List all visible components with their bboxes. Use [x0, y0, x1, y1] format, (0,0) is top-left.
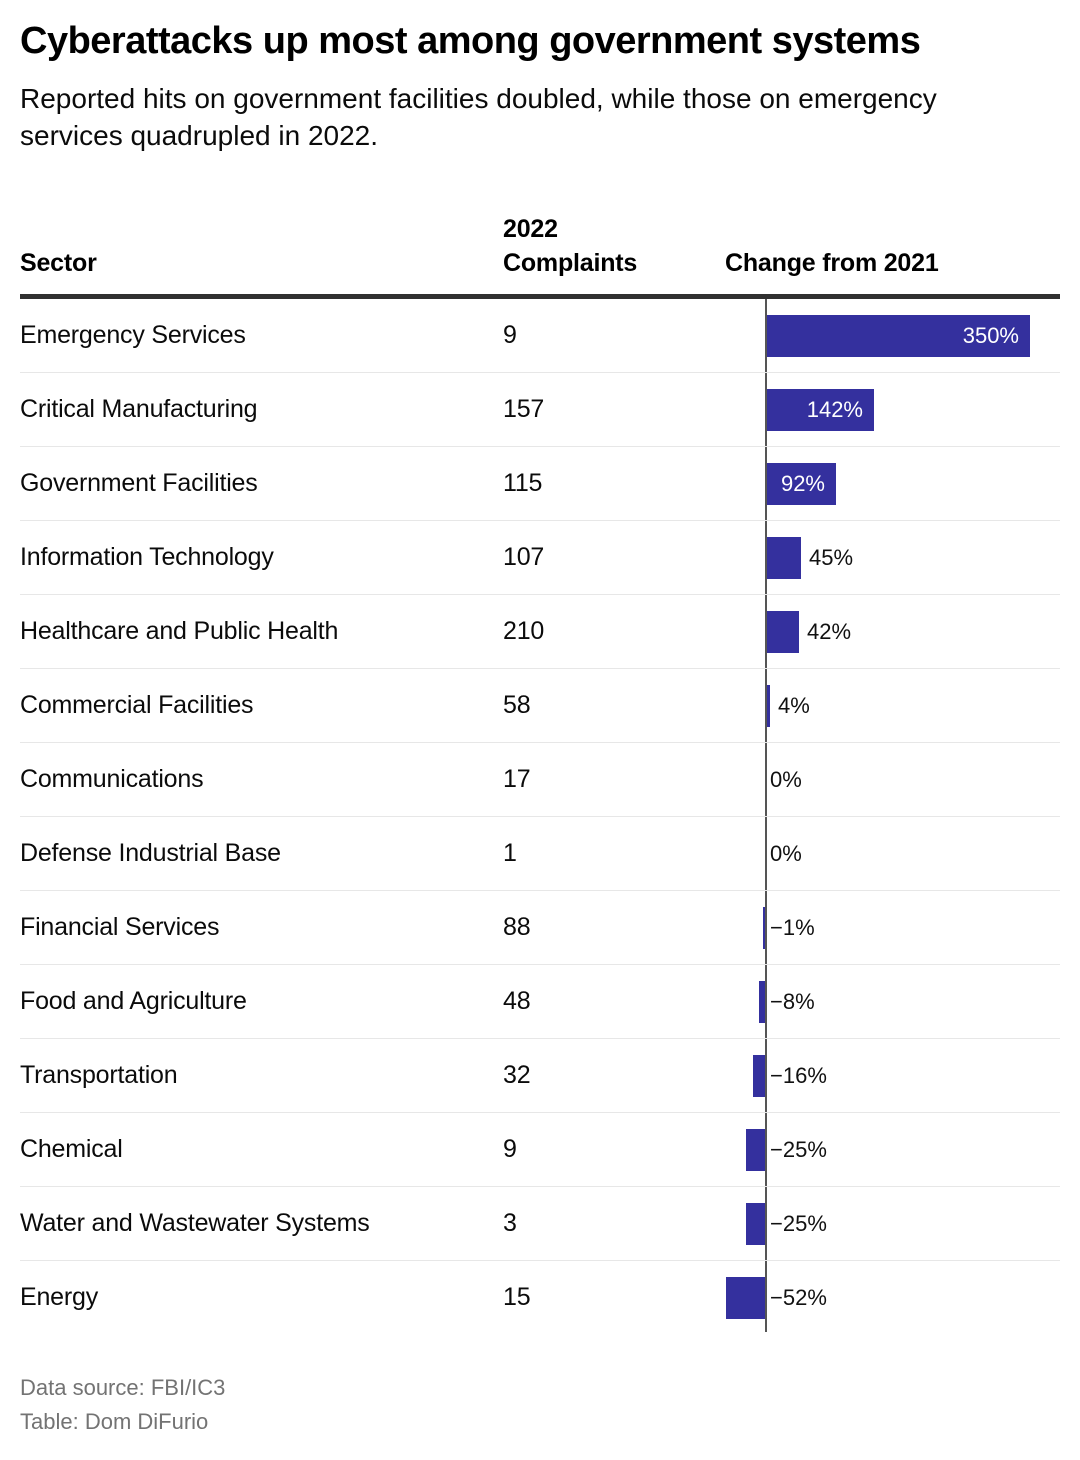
change-bar-cell: −52%: [20, 1261, 1060, 1335]
change-bar: [746, 1129, 765, 1171]
sector-cell: Critical Manufacturing: [20, 395, 258, 423]
change-bar: [746, 1203, 765, 1245]
change-value-label: 350%: [962, 323, 1019, 348]
change-value-label: −25%: [770, 1211, 827, 1236]
change-bar-cell: −16%: [20, 1039, 1060, 1112]
complaints-cell: 3: [503, 1209, 517, 1237]
sector-cell: Government Facilities: [20, 469, 258, 497]
complaints-cell: 157: [503, 395, 545, 423]
complaints-cell: 32: [503, 1061, 531, 1089]
change-bar: [767, 463, 836, 505]
complaints-cell: 15: [503, 1283, 531, 1311]
change-value-label: 0%: [770, 767, 802, 792]
change-value-label: −8%: [770, 989, 815, 1014]
change-value-label: 42%: [807, 619, 852, 644]
sector-cell: Financial Services: [20, 913, 220, 941]
sector-cell: Energy: [20, 1283, 99, 1311]
table-row: Water and Wastewater Systems 3 −25%: [20, 1187, 1060, 1261]
sector-cell: Food and Agriculture: [20, 987, 247, 1015]
complaints-cell: 1: [503, 839, 517, 867]
table-row: Food and Agriculture 48 −8%: [20, 965, 1060, 1039]
change-bar-cell: −8%: [20, 965, 1060, 1038]
sector-cell: Emergency Services: [20, 321, 246, 349]
sector-cell: Communications: [20, 765, 204, 793]
sector-cell: Defense Industrial Base: [20, 839, 281, 867]
table-row: Healthcare and Public Health 210 42%: [20, 595, 1060, 669]
table-row: Commercial Facilities 58 4%: [20, 669, 1060, 743]
change-bar: [767, 537, 801, 579]
data-source-note: Data source: FBI/IC3: [20, 1375, 226, 1400]
change-bar-cell: −25%: [20, 1113, 1060, 1186]
complaints-cell: 48: [503, 987, 531, 1015]
change-value-label: −16%: [770, 1063, 827, 1088]
table-row: Government Facilities 115 92%: [20, 447, 1060, 521]
change-bar-cell: 142%: [20, 373, 1060, 446]
complaints-cell: 107: [503, 543, 545, 571]
change-bar: [726, 1277, 765, 1319]
table-body: Emergency Services 9 350% Critical Manuf…: [20, 299, 1060, 1335]
change-bar-cell: 350%: [20, 299, 1060, 372]
table-row: Financial Services 88 −1%: [20, 891, 1060, 965]
change-bar: [767, 389, 874, 431]
column-header-complaints: 2022 Complaints: [503, 215, 638, 277]
change-value-label: 142%: [806, 397, 863, 422]
change-bar: [763, 907, 765, 949]
table-row: Defense Industrial Base 1 0%: [20, 817, 1060, 891]
table-row: Information Technology 107 45%: [20, 521, 1060, 595]
sector-cell: Transportation: [20, 1061, 178, 1089]
column-header-sector: Sector: [20, 249, 97, 277]
change-bar-cell: 42%: [20, 595, 1060, 668]
change-bar-cell: −1%: [20, 891, 1060, 964]
data-table: Sector 2022 Complaints Change from 2021 …: [20, 154, 1060, 1335]
sector-cell: Commercial Facilities: [20, 691, 254, 719]
change-value-label: −52%: [770, 1285, 827, 1310]
change-bar: [767, 611, 799, 653]
change-value-label: 92%: [780, 471, 825, 496]
change-value-label: −1%: [770, 915, 815, 940]
change-bar: [753, 1055, 765, 1097]
table-row: Transportation 32 −16%: [20, 1039, 1060, 1113]
table-credit-note: Table: Dom DiFurio: [20, 1409, 209, 1434]
table-header-row: Sector 2022 Complaints Change from 2021: [20, 154, 1060, 299]
column-header-change: Change from 2021: [725, 249, 939, 277]
complaints-cell: 9: [503, 1135, 517, 1163]
change-bar-cell: −25%: [20, 1187, 1060, 1260]
table-row: Communications 17 0%: [20, 743, 1060, 817]
chart-title: Cyberattacks up most among government sy…: [20, 20, 921, 62]
complaints-cell: 115: [503, 469, 543, 497]
change-bar: [767, 685, 770, 727]
sector-cell: Information Technology: [20, 543, 274, 571]
change-value-label: 45%: [809, 545, 854, 570]
table-row: Critical Manufacturing 157 142%: [20, 373, 1060, 447]
complaints-cell: 88: [503, 913, 531, 941]
change-value-label: 4%: [778, 693, 810, 718]
complaints-cell: 210: [503, 617, 545, 645]
table-row: Energy 15 −52%: [20, 1261, 1060, 1335]
table-row: Chemical 9 −25%: [20, 1113, 1060, 1187]
footer: Data source: FBI/IC3 Table: Dom DiFurio: [20, 1371, 1060, 1439]
chart-subtitle: Reported hits on government facilities d…: [20, 83, 937, 151]
sector-cell: Healthcare and Public Health: [20, 617, 339, 645]
complaints-cell: 17: [503, 765, 531, 793]
change-bar-cell: 0%: [20, 817, 1060, 890]
change-bar-cell: 92%: [20, 447, 1060, 520]
change-bar: [767, 315, 1030, 357]
zero-axis-line: [765, 299, 767, 1332]
sector-cell: Water and Wastewater Systems: [20, 1209, 370, 1237]
change-bar: [759, 981, 765, 1023]
table-row: Emergency Services 9 350%: [20, 299, 1060, 373]
change-bar-cell: 45%: [20, 521, 1060, 594]
change-bar-cell: 4%: [20, 669, 1060, 742]
change-value-label: 0%: [770, 841, 802, 866]
complaints-cell: 9: [503, 321, 517, 349]
complaints-cell: 58: [503, 691, 531, 719]
change-bar-cell: 0%: [20, 743, 1060, 816]
sector-cell: Chemical: [20, 1135, 123, 1163]
change-value-label: −25%: [770, 1137, 827, 1162]
